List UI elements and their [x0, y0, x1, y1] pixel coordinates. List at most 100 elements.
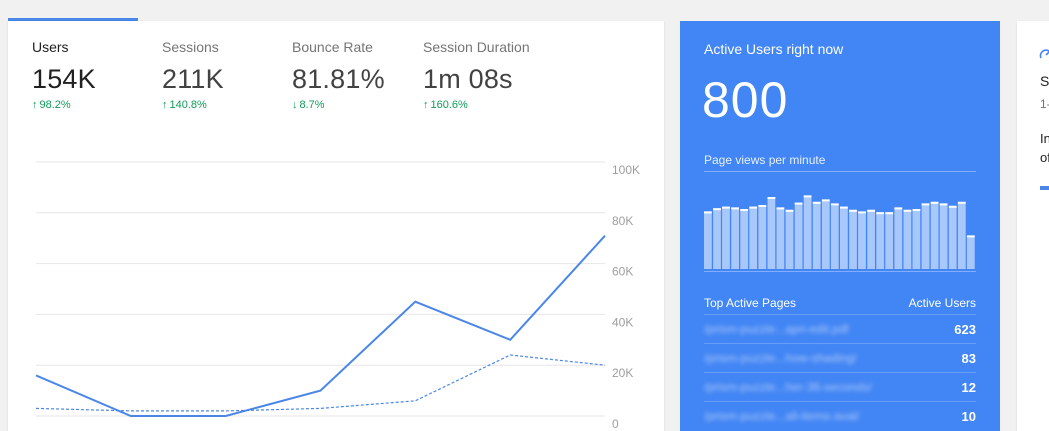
pageviews-bar-cap: [749, 206, 758, 209]
top-pages-column-header: Top Active Pages: [704, 296, 797, 310]
metric-arrow-icon: ↑: [32, 99, 38, 111]
y-tick-label: 60K: [612, 265, 633, 279]
speed-icon: [1039, 49, 1049, 59]
pageviews-bar[interactable]: [731, 207, 739, 269]
side-card-subtitle: 1-: [1040, 97, 1049, 111]
side-card-title: S: [1040, 73, 1049, 89]
metric-label: Session Duration: [423, 39, 530, 55]
pageviews-bar[interactable]: [713, 208, 721, 269]
y-tick-label: 40K: [612, 315, 633, 329]
pageviews-bar-cap: [939, 203, 948, 206]
pageviews-bar[interactable]: [740, 209, 749, 269]
pageviews-bar-cap: [840, 206, 848, 209]
y-tick-label: 20K: [612, 366, 633, 380]
pageviews-bar-cap: [876, 212, 885, 215]
pageviews-bar-cap: [785, 209, 794, 212]
active-tab-indicator: [8, 18, 138, 21]
pageviews-bar[interactable]: [821, 199, 830, 269]
pageviews-bar-cap: [966, 235, 975, 238]
pageviews-bar[interactable]: [939, 203, 948, 269]
pageviews-bar[interactable]: [803, 195, 812, 269]
pageviews-bar[interactable]: [812, 201, 821, 269]
pageviews-bar[interactable]: [830, 203, 839, 269]
page-active-users: 83: [961, 351, 976, 366]
page-active-users: 623: [954, 322, 976, 337]
pageviews-bar[interactable]: [948, 205, 957, 269]
pageviews-bar[interactable]: [966, 235, 975, 269]
pageviews-bar-cap: [704, 211, 712, 214]
pageviews-bar[interactable]: [903, 209, 912, 269]
users-line-chart: 100K 80K 60K 40K 20K 0: [35, 161, 640, 431]
metric-arrow-icon: ↓: [292, 99, 298, 111]
metric-bounce-rate[interactable]: Bounce Rate 81.81% ↓ 8.7%: [292, 39, 385, 111]
page-path[interactable]: /prism-puzzle...all-items-aval/: [704, 409, 860, 423]
top-pages-header: Top Active Pages Active Users: [704, 296, 976, 310]
side-card-text: Inof: [1040, 131, 1049, 165]
pageviews-bar[interactable]: [885, 212, 894, 269]
pageviews-bar[interactable]: [704, 211, 712, 269]
pageviews-bar[interactable]: [858, 211, 866, 269]
pageviews-bar-cap: [948, 205, 957, 208]
pageviews-bar[interactable]: [749, 206, 758, 269]
pageviews-bar-cap: [912, 209, 921, 211]
pageviews-bar-chart: [704, 195, 975, 269]
metric-change: ↑ 160.6%: [423, 99, 468, 111]
realtime-title: Active Users right now: [704, 41, 844, 57]
pageviews-bar[interactable]: [767, 197, 776, 269]
divider: [704, 271, 976, 272]
pageviews-bar[interactable]: [785, 209, 794, 269]
realtime-card: Active Users right now 800 Page views pe…: [680, 21, 1000, 431]
page-path[interactable]: /prism-puzzle...apri-edit.pdf: [704, 322, 849, 336]
pageviews-bar-cap: [740, 209, 749, 211]
pageviews-bar-cap: [776, 207, 785, 210]
pageviews-bar-cap: [731, 207, 739, 210]
pageviews-bar[interactable]: [722, 206, 730, 269]
metric-label: Sessions: [162, 39, 219, 55]
pageviews-bar-cap: [812, 201, 821, 204]
top-page-row[interactable]: /prism-puzzle...her-36-seconds/ 12: [704, 372, 976, 401]
pageviews-bar-cap: [894, 207, 903, 210]
pageviews-bar-cap: [758, 205, 767, 207]
pageviews-bar[interactable]: [912, 209, 921, 269]
comparison-series-line: [35, 354, 606, 412]
audience-overview-card: Users 154K ↑ 98.2% Sessions 211K ↑ 140.8% …: [8, 21, 664, 431]
pageviews-bar-cap: [957, 201, 966, 204]
pageviews-bar[interactable]: [758, 205, 767, 269]
users-series-line: [35, 235, 606, 417]
pageviews-bar[interactable]: [876, 212, 885, 269]
report-tabs: [0, 0, 1049, 21]
top-page-row[interactable]: /prism-puzzle...how-shading/ 83: [704, 343, 976, 372]
pageviews-label: Page views per minute: [704, 153, 826, 167]
pageviews-bar-cap: [830, 203, 839, 206]
pageviews-bar-cap: [858, 211, 866, 214]
y-tick-label: 80K: [612, 214, 633, 228]
pageviews-bar[interactable]: [840, 206, 848, 269]
pageviews-bar[interactable]: [867, 209, 875, 269]
page-active-users: 12: [961, 380, 976, 395]
metric-value: 1m 08s: [423, 64, 513, 94]
pageviews-bar-cap: [930, 201, 939, 204]
pageviews-bar[interactable]: [849, 209, 857, 269]
metric-label: Bounce Rate: [292, 39, 373, 55]
metric-value: 81.81%: [292, 64, 385, 94]
metric-change: ↑ 140.8%: [162, 99, 207, 111]
active-users-count: 800: [702, 72, 789, 128]
metric-users[interactable]: Users 154K ↑ 98.2%: [32, 39, 96, 111]
pageviews-bar[interactable]: [894, 207, 903, 269]
pageviews-bar-cap: [921, 203, 930, 206]
top-page-row[interactable]: /prism-puzzle...apri-edit.pdf 623: [704, 314, 976, 343]
pageviews-bar[interactable]: [921, 203, 930, 269]
page-path[interactable]: /prism-puzzle...how-shading/: [704, 351, 857, 365]
page-path[interactable]: /prism-puzzle...her-36-seconds/: [704, 380, 873, 394]
pageviews-bar[interactable]: [957, 201, 966, 269]
metric-arrow-icon: ↑: [162, 99, 168, 111]
pageviews-bar[interactable]: [794, 202, 803, 269]
metric-session-duration[interactable]: Session Duration 1m 08s ↑ 160.6%: [423, 39, 530, 111]
top-page-row[interactable]: /prism-puzzle...all-items-aval/ 10: [704, 401, 976, 430]
side-insight-card: S 1- Inof: [1017, 21, 1049, 431]
metric-sessions[interactable]: Sessions 211K ↑ 140.8%: [162, 39, 224, 111]
pageviews-bar[interactable]: [776, 207, 785, 269]
pageviews-bar[interactable]: [930, 201, 939, 269]
y-tick-label: 100K: [612, 163, 640, 177]
pageviews-bar-cap: [903, 209, 912, 212]
